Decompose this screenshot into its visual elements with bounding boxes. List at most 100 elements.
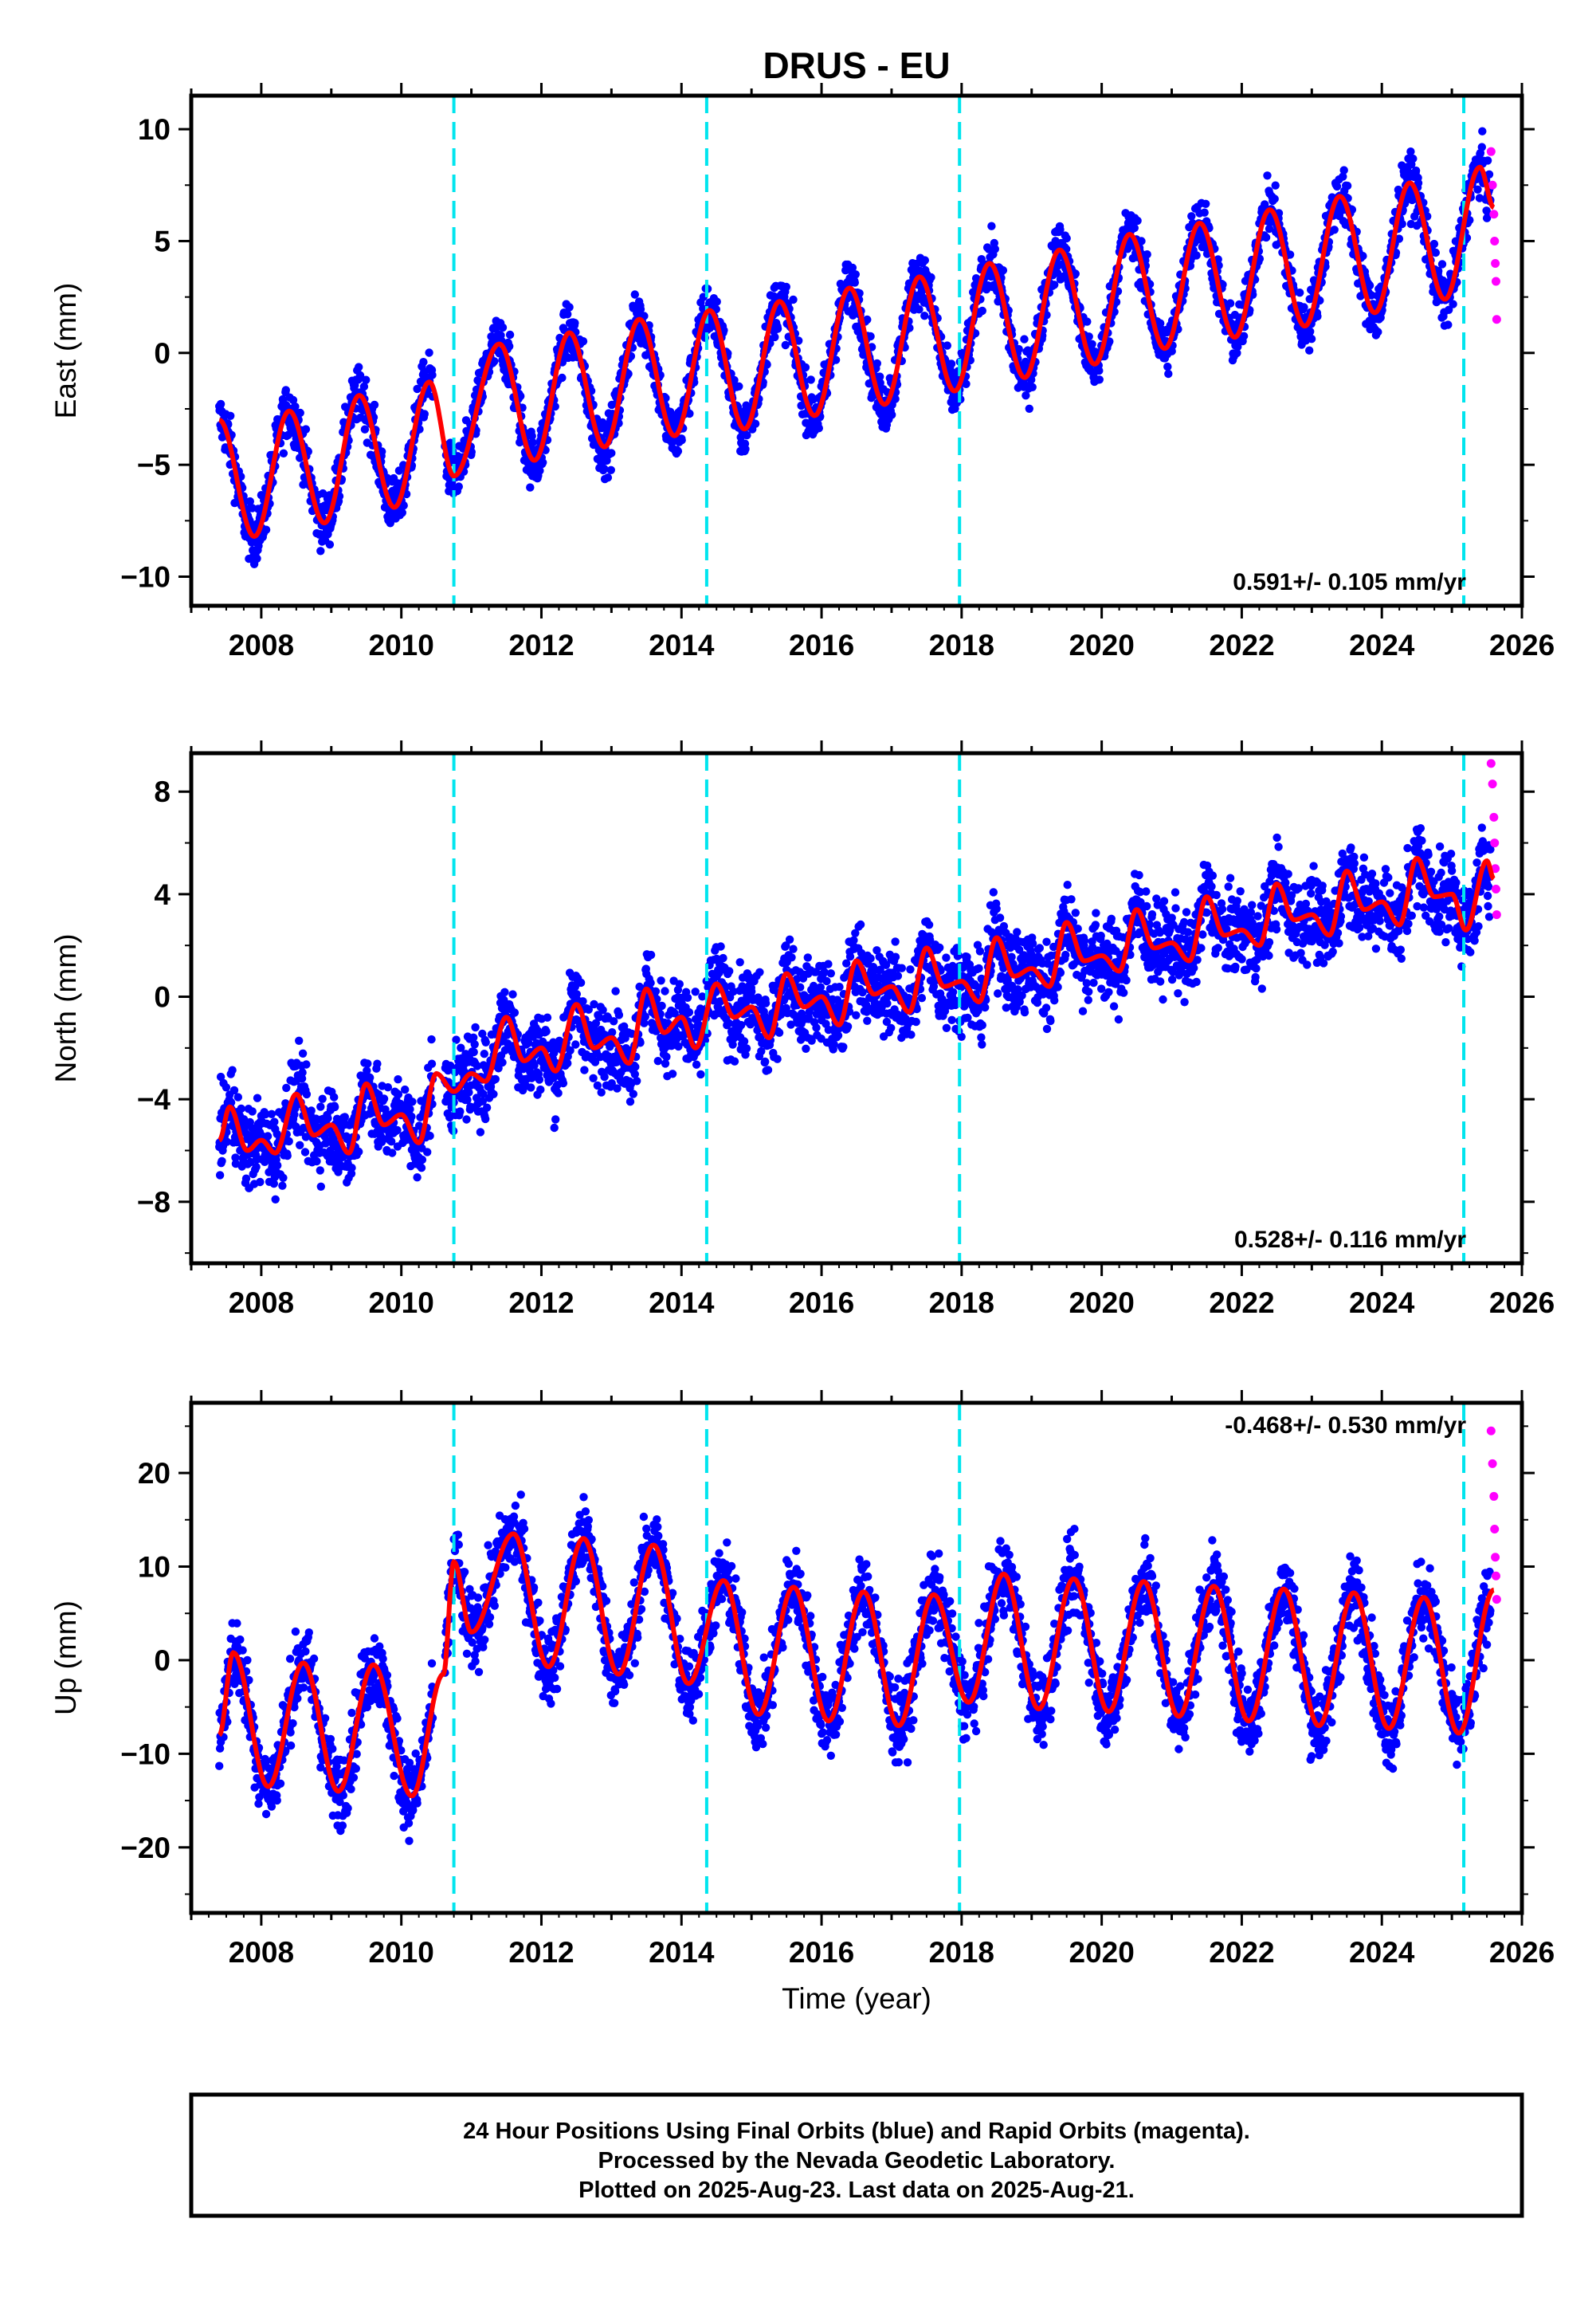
north-final-point — [802, 1044, 810, 1054]
east-final-point — [771, 332, 779, 342]
north-final-point — [747, 987, 756, 996]
north-final-point — [296, 1141, 304, 1150]
east-final-point — [325, 540, 335, 549]
east-final-point — [735, 382, 743, 391]
north-final-point — [633, 1077, 641, 1086]
east-final-point — [915, 305, 923, 314]
east-final-point — [359, 382, 369, 391]
north-final-point — [394, 1090, 403, 1099]
east-final-point — [927, 273, 935, 282]
east-final-point — [1343, 181, 1352, 190]
east-final-point — [863, 315, 872, 324]
north-final-point — [661, 987, 669, 995]
east-final-point — [1133, 216, 1142, 226]
north-final-point — [812, 1023, 821, 1032]
east-final-point — [782, 282, 790, 292]
north-final-point — [324, 1113, 332, 1123]
east-y-tick-label: 10 — [138, 113, 171, 146]
east-final-point — [1027, 375, 1036, 384]
north-final-point — [761, 999, 771, 1007]
north-final-point — [863, 1016, 872, 1026]
east-final-point — [1411, 166, 1421, 175]
east-rapid-point — [1491, 259, 1500, 269]
east-final-point — [751, 419, 760, 428]
north-final-point — [829, 1040, 838, 1049]
east-x-tick-label: 2024 — [1349, 629, 1415, 662]
east-final-point — [378, 447, 386, 456]
east-y-tick-label: −5 — [137, 449, 171, 481]
east-final-point — [1305, 346, 1314, 355]
north-final-point — [379, 1094, 389, 1103]
east-final-point — [831, 355, 841, 364]
north-final-point — [256, 1177, 265, 1187]
east-final-point — [261, 525, 271, 534]
north-final-point — [373, 1059, 382, 1068]
east-final-point — [399, 501, 408, 510]
east-final-point — [370, 400, 379, 410]
east-y-tick-label: 5 — [154, 225, 171, 257]
east-final-point — [301, 425, 311, 434]
east-final-point — [977, 255, 986, 264]
north-final-point — [551, 1115, 560, 1124]
east-final-point — [1306, 327, 1315, 336]
east-final-point — [781, 340, 790, 350]
east-final-point — [607, 449, 616, 457]
east-final-point — [1163, 362, 1172, 371]
north-final-point — [600, 1072, 609, 1082]
east-final-point — [1429, 239, 1439, 249]
north-final-point — [465, 1088, 473, 1097]
east-final-point — [1028, 383, 1037, 391]
figure-title: DRUS - EU — [763, 45, 950, 86]
east-final-point — [428, 371, 437, 379]
north-final-point — [282, 1083, 291, 1093]
east-final-point — [806, 375, 815, 384]
north-final-point — [480, 1050, 488, 1058]
east-final-point — [673, 446, 683, 456]
north-final-point — [826, 969, 836, 978]
north-final-point — [481, 1038, 490, 1047]
east-final-point — [578, 337, 588, 346]
east-x-tick-label: 2020 — [1069, 629, 1134, 662]
north-final-point — [845, 952, 855, 961]
north-final-point — [625, 1098, 635, 1106]
north-final-point — [418, 1155, 427, 1164]
east-final-point — [1313, 312, 1322, 321]
east-final-point — [216, 399, 225, 409]
north-final-point — [852, 1011, 861, 1020]
east-final-point — [1339, 166, 1348, 175]
north-final-point — [543, 1013, 552, 1022]
east-rapid-point — [1490, 236, 1500, 245]
north-final-point — [302, 1060, 311, 1069]
east-final-point — [1406, 147, 1415, 156]
east-final-point — [565, 303, 574, 312]
east-final-point — [814, 424, 823, 433]
north-final-point — [252, 1162, 261, 1172]
north-final-point — [330, 1093, 339, 1102]
east-final-point — [1483, 156, 1492, 165]
north-final-point — [302, 1090, 312, 1099]
north-final-point — [774, 1028, 784, 1037]
north-final-point — [413, 1173, 422, 1182]
east-final-point — [1261, 233, 1271, 242]
north-final-point — [471, 1023, 480, 1032]
east-final-point — [685, 409, 694, 418]
east-x-tick-label: 2016 — [789, 629, 854, 662]
east-final-point — [606, 465, 615, 474]
east-final-point — [998, 266, 1008, 275]
north-final-point — [241, 1174, 251, 1183]
east-final-point — [454, 482, 463, 491]
east-rapid-point — [1491, 277, 1500, 286]
north-final-point — [300, 1148, 310, 1156]
north-final-point — [222, 1083, 231, 1092]
east-panel: 2008 2010 2012 2014 2016 2018 2020 2022 2024 2026… — [49, 83, 1555, 662]
north-final-point — [283, 1151, 292, 1160]
north-final-point — [408, 1098, 417, 1106]
north-panel: 2008 2010 2012 2014 2016 2018 2020 2022 2024 2026… — [49, 740, 1555, 1319]
east-final-point — [1437, 260, 1447, 269]
east-final-point — [1263, 171, 1272, 180]
east-final-point — [558, 373, 567, 383]
north-final-point — [237, 1104, 245, 1113]
east-x-tick-label: 2014 — [649, 629, 715, 662]
north-final-point — [691, 988, 700, 996]
north-final-point — [856, 920, 865, 929]
